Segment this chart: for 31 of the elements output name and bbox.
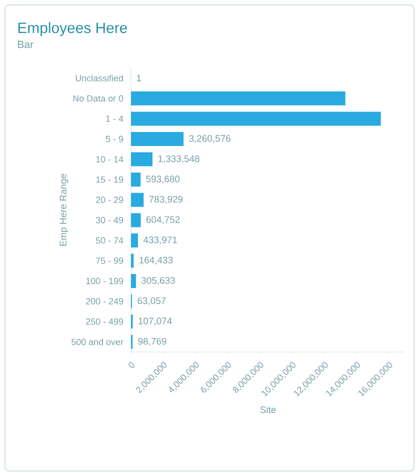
text: Bar <box>18 40 34 48</box>
data-label: 98,769 <box>138 338 166 346</box>
data-label: 63,057 <box>138 297 166 306</box>
data-label: 433,971 <box>143 236 177 244</box>
y-tick-label: No Data or 0 <box>73 95 124 102</box>
data-label: 107,074 <box>138 318 172 326</box>
data-label: 604,752 <box>146 216 180 224</box>
data-label: 593,680 <box>146 176 180 184</box>
y-tick-label: 50 - 74 <box>96 237 124 244</box>
data-label: 164,433 <box>140 256 173 265</box>
y-tick-label: 500 and over <box>71 338 124 346</box>
y-tick-label: 250 - 499 <box>86 318 124 325</box>
y-tick-label: 100 - 199 <box>86 278 124 284</box>
chart-title: Employees Here <box>18 22 127 36</box>
y-tick-label: 15 - 19 <box>96 176 124 183</box>
y-axis-title: Emp Here Range <box>60 174 68 246</box>
data-label: 1,333,548 <box>158 155 200 164</box>
data-label: 3,260,576 <box>189 135 230 143</box>
data-label: 305,633 <box>141 277 175 285</box>
y-tick-label: Unclassified <box>76 74 123 82</box>
y-tick-label: 20 - 29 <box>96 196 124 204</box>
y-tick-label: 30 - 49 <box>96 216 124 224</box>
y-tick-label: 10 - 14 <box>96 156 124 162</box>
y-tick-label: 1 - 4 <box>106 116 124 122</box>
x-tick-label: 0 <box>128 362 134 368</box>
y-tick-label: 5 - 9 <box>106 136 124 142</box>
x-axis-title: Site <box>260 406 276 414</box>
data-label: 1 <box>136 74 141 82</box>
data-label: 783,929 <box>149 196 183 204</box>
y-tick-label: 75 - 99 <box>96 258 124 264</box>
y-tick-label: 200 - 249 <box>86 298 124 304</box>
